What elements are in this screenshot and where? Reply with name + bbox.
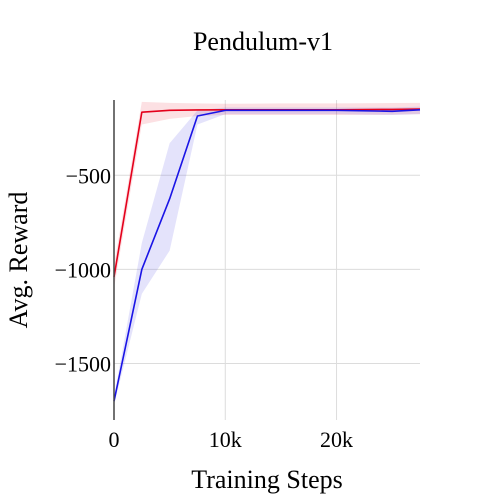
y-tick-labels: −500 −1000 −1500 [55, 163, 111, 376]
grid [114, 100, 420, 420]
x-axis-label: Training Steps [191, 465, 342, 494]
series-0-band [114, 101, 420, 289]
y-tick-label: −500 [66, 163, 111, 188]
y-tick-label: −1000 [55, 257, 111, 282]
x-tick-label: 20k [320, 427, 353, 452]
chart-title: Pendulum-v1 [193, 27, 333, 56]
confidence-bands [114, 101, 420, 405]
series-lines [113, 108, 421, 402]
x-tick-label: 10k [209, 427, 242, 452]
x-tick-labels: 0 10k 20k [109, 427, 354, 452]
y-tick-label: −1500 [55, 352, 111, 377]
y-axis-label: Avg. Reward [4, 192, 33, 329]
series-1-band [114, 106, 420, 405]
x-tick-label: 0 [109, 427, 120, 452]
series-1-line [113, 108, 421, 402]
